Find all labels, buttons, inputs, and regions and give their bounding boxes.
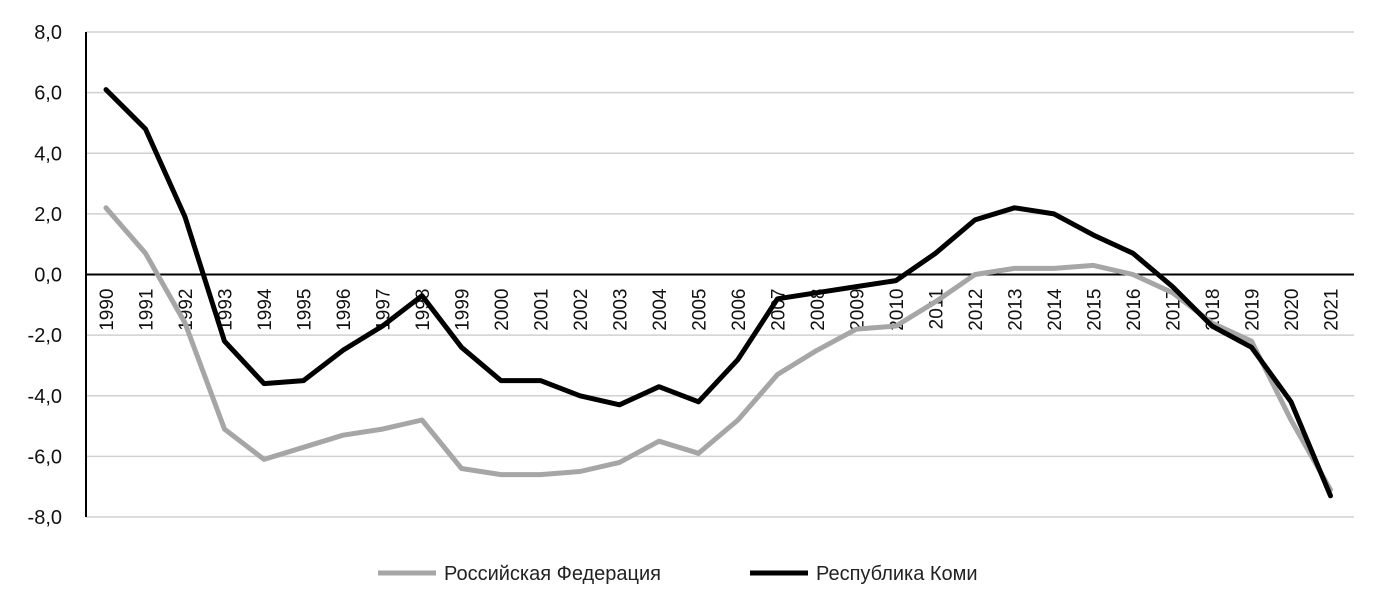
y-tick-label: 2,0 bbox=[34, 204, 62, 226]
x-tick-label: 2021 bbox=[1322, 289, 1343, 331]
x-tick-label: 2000 bbox=[492, 289, 513, 331]
y-tick-label: -6,0 bbox=[28, 446, 62, 468]
x-tick-label: 2014 bbox=[1045, 288, 1066, 331]
x-tick-label: 1995 bbox=[295, 289, 316, 331]
y-tick-label: -4,0 bbox=[28, 386, 62, 408]
y-tick-label: 8,0 bbox=[34, 22, 62, 44]
x-tick-label: 2003 bbox=[611, 289, 632, 331]
x-tick-label: 2006 bbox=[729, 289, 750, 331]
x-tick-labels: 1990 1991 1992 1993 1994 1995 1996 1997 1998 1999… bbox=[97, 288, 1343, 331]
y-tick-label: 4,0 bbox=[34, 143, 62, 165]
y-tick-label: 0,0 bbox=[34, 265, 62, 287]
x-tick-label: 1993 bbox=[216, 289, 237, 331]
x-tick-label: 1996 bbox=[334, 289, 355, 331]
series-line-1 bbox=[103, 205, 1333, 493]
x-tick-label: 2002 bbox=[571, 289, 592, 331]
x-tick-label: 2009 bbox=[848, 289, 869, 331]
y-tick-label: 6,0 bbox=[34, 83, 62, 105]
x-tick-label: 2019 bbox=[1243, 289, 1264, 331]
legend-label-2: Республика Коми bbox=[816, 563, 978, 585]
y-tick-label: -8,0 bbox=[28, 507, 62, 529]
y-tick-label: -2,0 bbox=[28, 325, 62, 347]
gridlines bbox=[86, 31, 1354, 518]
x-tick-label: 1991 bbox=[137, 289, 158, 331]
series-lines bbox=[103, 87, 1333, 499]
x-tick-label: 1994 bbox=[255, 288, 276, 331]
x-tick-label: 2004 bbox=[650, 288, 671, 331]
x-tick-label: 2013 bbox=[1006, 289, 1027, 331]
x-tick-label: 2008 bbox=[808, 289, 829, 331]
x-tick-label: 1990 bbox=[97, 289, 118, 331]
legend-label-1: Российская Федерация bbox=[444, 563, 661, 585]
x-tick-label: 2012 bbox=[966, 289, 987, 331]
y-tick-labels: 8,0 6,0 4,0 2,0 0,0 -2,0 -4,0 -6,0 -8,0 bbox=[28, 22, 62, 529]
x-tick-label: 2005 bbox=[690, 289, 711, 331]
series-line-2 bbox=[103, 87, 1333, 499]
x-tick-label: 2016 bbox=[1124, 289, 1145, 331]
x-tick-label: 1999 bbox=[453, 289, 474, 331]
legend: Российская Федерация Республика Коми bbox=[378, 563, 978, 585]
x-tick-label: 2001 bbox=[532, 289, 553, 331]
x-tick-label: 2020 bbox=[1282, 289, 1303, 331]
x-tick-label: 2015 bbox=[1085, 289, 1106, 331]
